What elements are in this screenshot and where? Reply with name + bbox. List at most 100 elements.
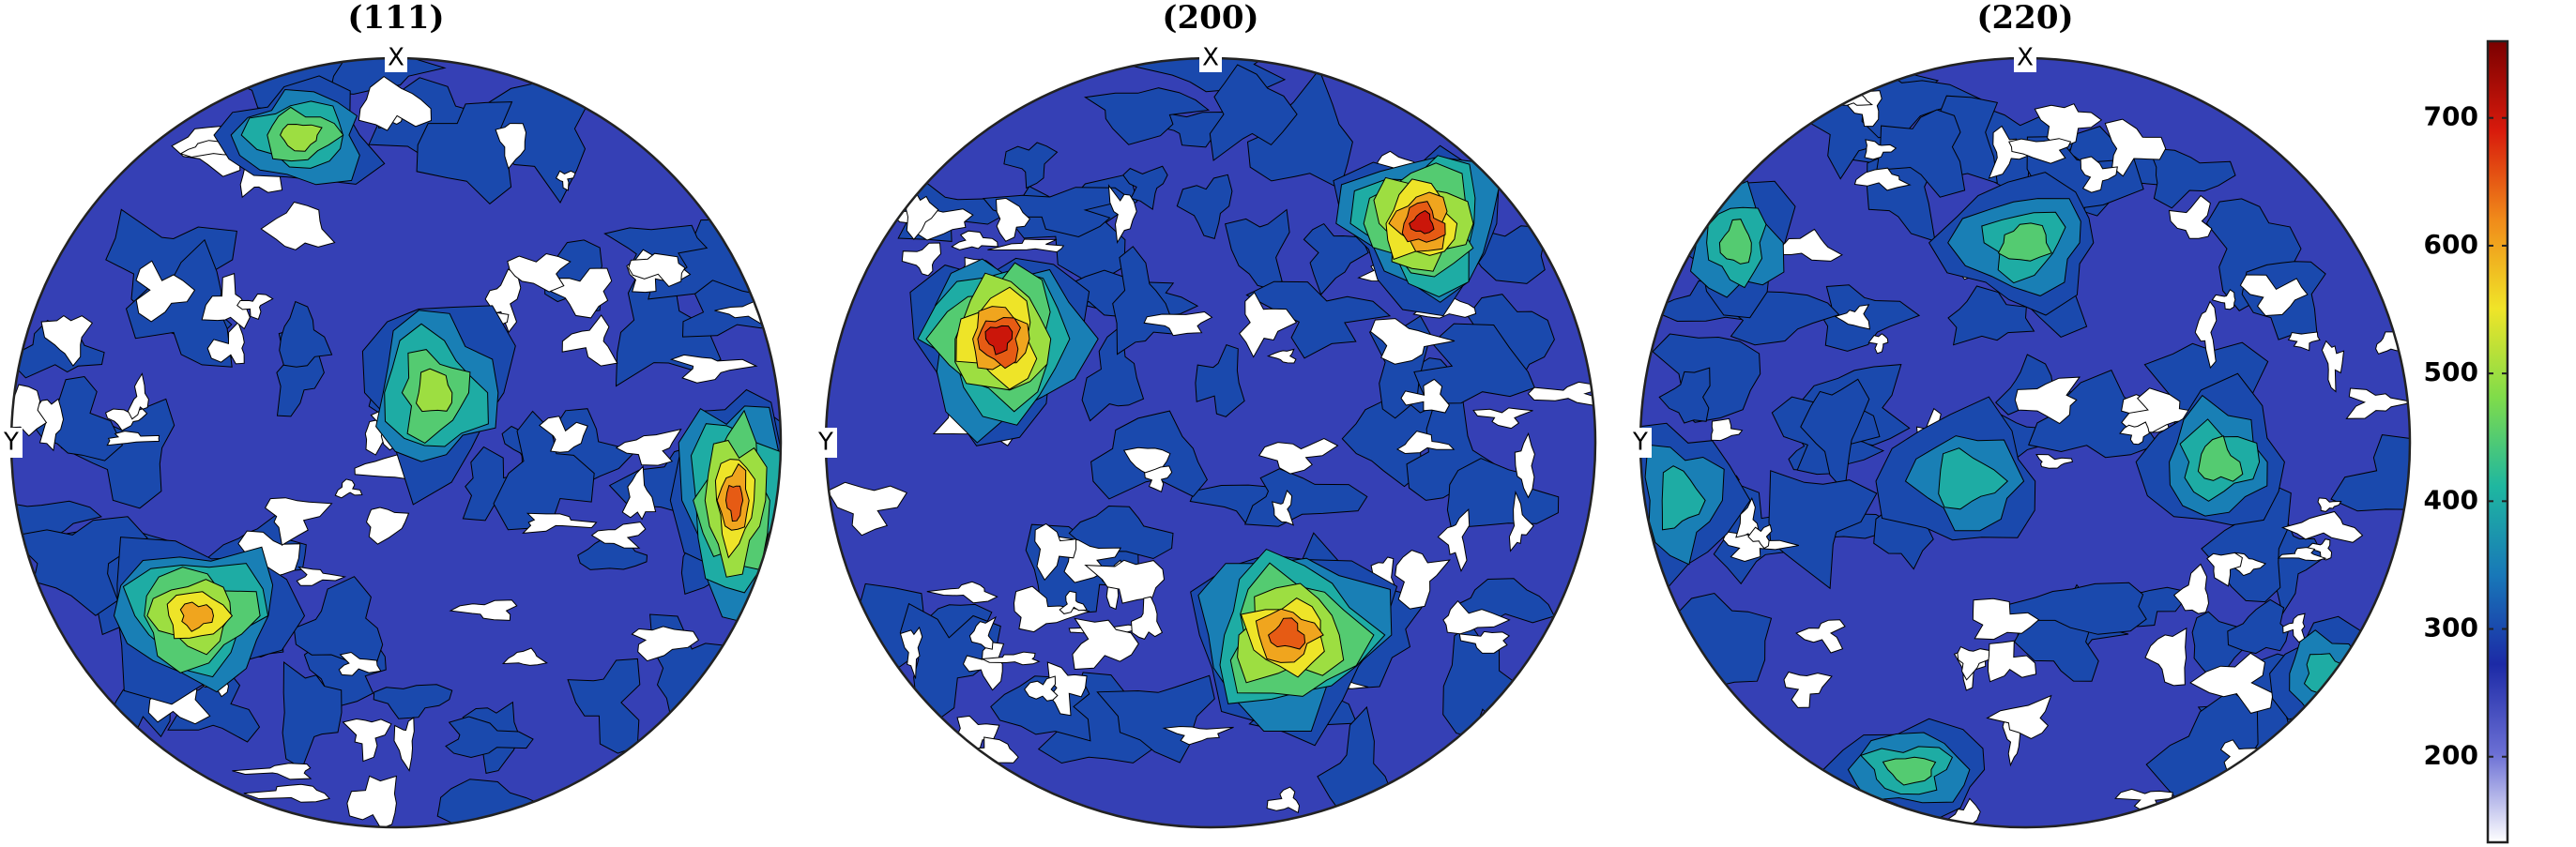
- dark-patch: [1209, 64, 1298, 161]
- low-patch: [1853, 167, 1912, 191]
- low-patch: [987, 238, 1065, 253]
- contours: [11, 58, 781, 827]
- low-patch: [393, 717, 415, 772]
- dark-patch: [1195, 343, 1245, 417]
- low-patch: [358, 75, 433, 131]
- low-patch: [1783, 671, 1833, 708]
- dark-patch: [1246, 68, 1353, 190]
- y-axis-label: Y: [3, 429, 19, 457]
- low-patch: [926, 581, 998, 604]
- low-patch: [1239, 291, 1298, 358]
- dark-patch: [1122, 165, 1168, 211]
- low-patch: [2080, 156, 2118, 193]
- low-patch: [1369, 318, 1456, 365]
- low-patch: [1266, 348, 1297, 364]
- low-patch: [243, 783, 331, 803]
- x-axis-label: X: [1202, 44, 1219, 72]
- low-patch: [631, 626, 700, 662]
- title: (220): [1976, 0, 2073, 37]
- y-label-bg: [815, 428, 837, 458]
- low-patch: [264, 497, 333, 546]
- x-label-bg: [1199, 42, 1222, 72]
- low-patch: [2211, 289, 2236, 310]
- low-patch: [296, 566, 347, 586]
- low-patch: [346, 775, 397, 827]
- x-axis-label: X: [388, 44, 404, 72]
- peak: [1268, 617, 1306, 650]
- low-patch: [522, 512, 598, 535]
- y-label-bg: [0, 428, 23, 458]
- dark-patch: [1303, 222, 1369, 295]
- dark-patch: [1947, 285, 2035, 346]
- low-patch: [1987, 640, 2037, 683]
- dark-patch: [1768, 470, 1878, 590]
- low-patch: [1986, 694, 2052, 739]
- low-patch: [449, 599, 518, 621]
- low-patch: [2104, 118, 2167, 177]
- peak: [724, 484, 744, 522]
- low-patch: [201, 272, 251, 330]
- dark-patch: [1112, 246, 1179, 355]
- peak: [984, 325, 1014, 355]
- y-axis-label: Y: [817, 429, 833, 457]
- low-patch: [1144, 465, 1173, 493]
- low-patch: [669, 354, 758, 384]
- low-patch: [501, 647, 548, 666]
- low-patch: [106, 431, 160, 446]
- x-label-bg: [2014, 42, 2036, 72]
- peak: [1409, 210, 1435, 234]
- low-patch: [1988, 125, 2038, 179]
- low-patch: [1258, 438, 1339, 475]
- y-axis-label: Y: [1632, 429, 1648, 457]
- dark-patch: [1800, 378, 1870, 492]
- low-patch: [2239, 274, 2309, 317]
- pole-figure: (111) X Y: [0, 0, 783, 829]
- low-patch: [1396, 431, 1456, 455]
- low-patch: [40, 314, 94, 367]
- colorbar-scale: [2486, 39, 2509, 844]
- low-patch: [1395, 550, 1452, 610]
- low-patch: [365, 507, 410, 545]
- low-patch: [11, 384, 48, 437]
- low-patch: [962, 642, 1005, 691]
- peak: [1718, 219, 1752, 265]
- low-patch: [1458, 630, 1511, 654]
- dark-patch: [2227, 598, 2289, 655]
- low-patch: [1272, 490, 1295, 526]
- low-patch: [507, 252, 572, 293]
- dark-patch: [1413, 323, 1536, 404]
- dark-patch: [282, 661, 343, 769]
- low-patch: [2280, 510, 2364, 543]
- low-patch: [2014, 376, 2081, 425]
- dark-patch: [982, 187, 1132, 238]
- low-patch: [1072, 617, 1139, 671]
- dark-patch: [1083, 87, 1211, 145]
- low-patch: [2119, 421, 2150, 446]
- colorbar-tick-label: 400: [2424, 484, 2478, 515]
- low-patch: [1024, 675, 1059, 702]
- low-patch: [2206, 552, 2243, 587]
- low-patch: [2121, 387, 2207, 433]
- low-patch: [495, 123, 527, 170]
- colorbar-tick-label: 600: [2424, 229, 2478, 260]
- low-patch: [590, 522, 647, 549]
- low-patch: [1130, 596, 1164, 641]
- peak: [415, 368, 453, 413]
- low-patch: [555, 170, 576, 191]
- dark-patch: [2330, 434, 2410, 512]
- low-patch: [236, 293, 274, 321]
- low-patch: [995, 197, 1031, 242]
- low-patch: [338, 651, 382, 676]
- low-patch: [1013, 585, 1090, 633]
- low-patch: [1400, 378, 1451, 414]
- low-patch: [135, 260, 196, 323]
- dark-patch: [416, 101, 513, 204]
- low-patch: [2321, 340, 2345, 393]
- low-patch: [1864, 139, 1898, 160]
- low-patch: [615, 428, 682, 466]
- low-patch: [2277, 547, 2327, 562]
- low-patch: [539, 416, 588, 453]
- low-patch: [1107, 184, 1137, 245]
- peak: [1882, 756, 1937, 786]
